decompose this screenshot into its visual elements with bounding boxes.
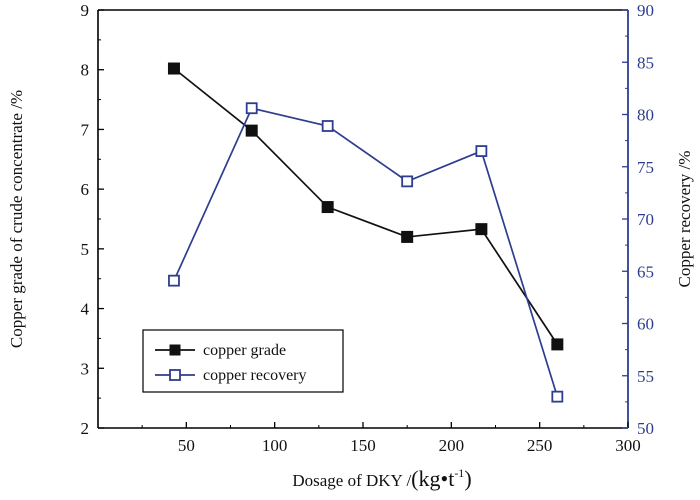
copper-recovery-point [245, 102, 258, 115]
x-tick-label: 300 [615, 436, 641, 455]
right-y-axis-title: Copper recovery /% [675, 151, 694, 288]
copper-grade-point [401, 230, 414, 243]
legend-marker-filled-square [169, 344, 181, 356]
copper-grade-point [551, 338, 564, 351]
left-y-tick-label: 8 [81, 61, 90, 80]
right-y-tick-label: 85 [637, 53, 654, 72]
x-tick-label: 250 [527, 436, 553, 455]
right-y-tick-label: 80 [637, 106, 654, 125]
legend-label: copper recovery [203, 367, 307, 384]
right-y-tick-label: 65 [637, 262, 654, 281]
left-y-tick-label: 7 [81, 120, 90, 139]
left-y-tick-label: 3 [81, 359, 90, 378]
series-line-1 [173, 67, 559, 345]
copper-recovery-point [551, 390, 564, 403]
right-y-tick-label: 90 [637, 1, 654, 20]
left-y-tick-label: 2 [81, 419, 90, 438]
x-tick-label: 50 [178, 436, 195, 455]
left-y-tick-label: 9 [81, 1, 90, 20]
x-axis-unit: (kg•t [411, 466, 454, 491]
left-y-axis-title: Copper grade of crude concentrate /% [7, 90, 26, 348]
right-y-tick-label: 75 [637, 158, 654, 177]
x-tick-label: 100 [262, 436, 288, 455]
copper-grade-point [475, 223, 488, 236]
right-y-tick-label: 50 [637, 419, 654, 438]
series-line-2 [173, 107, 559, 397]
right-y-tick-label: 55 [637, 367, 654, 386]
x-axis-unit-exponent: -1 [454, 466, 464, 480]
copper-recovery-point [475, 145, 488, 157]
x-tick-label: 200 [439, 436, 465, 455]
x-tick-label: 150 [350, 436, 376, 455]
left-y-tick-label: 6 [81, 180, 90, 199]
legend-marker-open-square [169, 369, 181, 381]
right-y-tick-label: 70 [637, 210, 654, 229]
x-axis-title: Dosage of DKY /(kg•t-1) [292, 466, 471, 491]
copper-grade-point [245, 124, 258, 137]
left-y-tick-label: 5 [81, 240, 90, 259]
right-y-tick-label: 60 [637, 315, 654, 334]
x-axis-title-text: Dosage of DKY / [292, 471, 411, 490]
legend-box [142, 329, 344, 393]
x-axis-unit-close: ) [464, 466, 471, 491]
legend-label: copper grade [203, 342, 286, 359]
copper-grade-point [321, 201, 334, 214]
copper-recovery-point [321, 120, 334, 132]
copper-grade-point [167, 62, 180, 75]
copper-recovery-point [168, 274, 180, 287]
copper-recovery-point [401, 175, 414, 188]
left-y-tick-label: 4 [81, 300, 90, 319]
